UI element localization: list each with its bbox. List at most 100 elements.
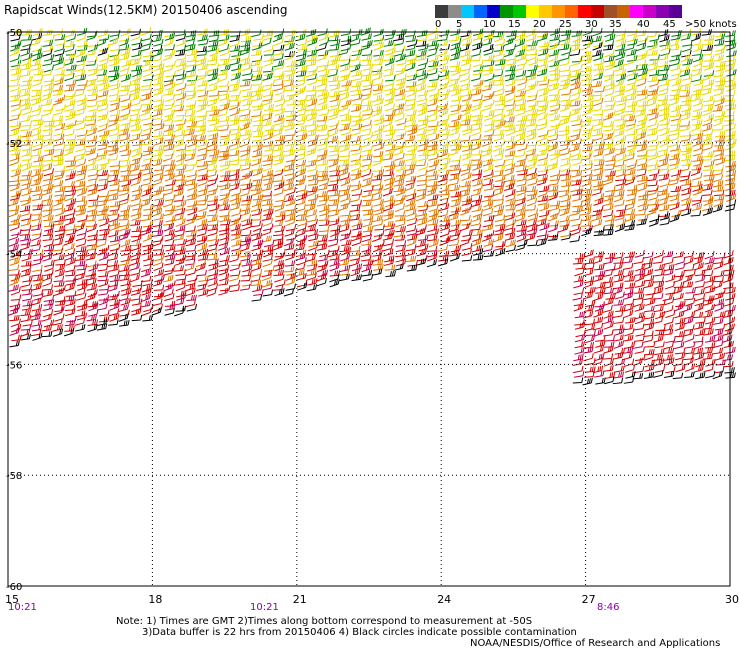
map-title: Rapidscat Winds(12.5KM) 20150406 ascendi…: [4, 3, 288, 17]
wind-barb: [662, 251, 674, 258]
wind-barb: [549, 89, 560, 96]
wind-barb: [494, 181, 505, 188]
wind-barb: [615, 29, 627, 37]
wind-barb: [581, 35, 593, 42]
wind-barb: [130, 28, 141, 37]
wind-barb: [484, 99, 495, 108]
wind-barb: [108, 89, 120, 97]
wind-barb: [175, 44, 187, 52]
wind-barb: [165, 82, 176, 91]
wind-barb: [317, 165, 329, 173]
wind-barb: [316, 52, 328, 62]
wind-barb: [64, 224, 76, 232]
wind-barb: [252, 42, 263, 51]
wind-barb: [712, 105, 723, 112]
wind-barb: [724, 367, 735, 374]
wind-barb: [623, 287, 634, 296]
wind-barb: [318, 92, 330, 101]
wind-barb: [418, 162, 429, 171]
wind-barb: [240, 148, 251, 157]
wind-barb: [54, 254, 65, 261]
wind-barb: [361, 100, 372, 107]
wind-barb: [186, 233, 197, 243]
wind-barb: [504, 116, 515, 123]
wind-barb: [261, 37, 272, 47]
wind-barb: [88, 194, 99, 202]
wind-barb: [131, 225, 143, 233]
legend-label: 25: [559, 19, 572, 30]
wind-barb: [32, 78, 43, 87]
wind-barb: [185, 86, 196, 93]
wind-barb: [561, 47, 572, 56]
wind-barb: [548, 53, 559, 63]
wind-barb: [470, 55, 482, 62]
wind-barb: [318, 225, 330, 233]
wind-barb: [702, 310, 713, 318]
wind-barb: [76, 300, 88, 308]
wind-barb: [449, 184, 461, 192]
wind-barb: [64, 44, 75, 53]
wind-barb: [98, 294, 110, 301]
wind-barb: [262, 83, 273, 92]
wind-barb: [207, 195, 218, 202]
wind-barb: [690, 28, 701, 36]
wind-barb: [20, 114, 31, 123]
wind-barb: [174, 307, 185, 317]
wind-barb: [86, 100, 98, 108]
wind-barb: [305, 85, 317, 92]
wind-barb: [54, 48, 65, 57]
wind-barb: [262, 289, 274, 297]
wind-barb: [373, 124, 385, 133]
wind-barb: [242, 182, 253, 191]
wind-barb: [393, 33, 405, 42]
wind-barb: [108, 53, 120, 62]
wind-barb: [99, 44, 110, 52]
wind-barb: [9, 120, 21, 128]
wind-barb: [428, 54, 439, 63]
wind-barb: [252, 125, 263, 133]
wind-barb: [614, 365, 625, 373]
wind-barb: [449, 53, 461, 61]
wind-barb: [131, 38, 142, 46]
wind-barb: [175, 33, 187, 42]
wind-barb: [571, 179, 582, 186]
wind-barb: [230, 127, 242, 136]
wind-barb: [704, 34, 715, 41]
wind-barb: [481, 38, 493, 46]
wind-barb: [120, 238, 131, 248]
wind-barb: [318, 129, 330, 137]
wind-barb: [472, 42, 483, 51]
wind-barb: [372, 243, 384, 253]
wind-barb: [415, 40, 427, 48]
wind-barb: [448, 35, 460, 42]
wind-barb: [65, 91, 76, 98]
wind-barb: [459, 237, 470, 247]
wind-barb: [284, 243, 295, 251]
wind-barb: [574, 253, 586, 260]
wind-barb: [675, 317, 686, 325]
wind-barb: [704, 250, 715, 260]
wind-barb: [526, 52, 538, 62]
wind-barb: [460, 206, 471, 216]
wind-barb: [428, 194, 439, 201]
wind-barb: [77, 278, 88, 286]
wind-barb: [273, 44, 285, 52]
wind-barb: [152, 48, 164, 57]
wind-barb: [437, 48, 449, 57]
wind-barb: [428, 33, 439, 41]
wind-barb: [561, 88, 572, 96]
wind-barb: [459, 43, 470, 52]
wind-barb: [110, 135, 121, 143]
wind-barb: [582, 150, 593, 158]
wind-barb: [573, 353, 584, 362]
wind-barb: [461, 93, 473, 102]
note-line-1: Note: 1) Times are GMT 2)Times along bot…: [116, 616, 533, 627]
wind-barb: [63, 328, 75, 337]
wind-barb: [472, 94, 483, 102]
latitude-label: -54: [6, 250, 22, 261]
wind-barb: [185, 30, 197, 38]
wind-barb: [21, 260, 32, 267]
wind-barb: [416, 54, 427, 61]
wind-barb: [107, 260, 119, 267]
